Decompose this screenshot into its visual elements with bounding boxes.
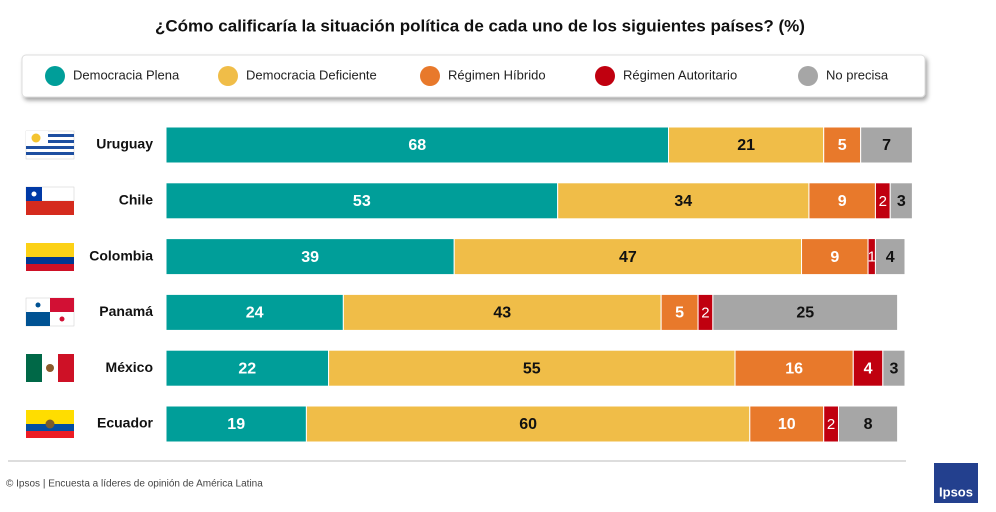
legend-swatch (595, 66, 615, 86)
logo-box (934, 463, 978, 503)
value-label: 21 (737, 137, 755, 154)
flag-ecuador (26, 410, 74, 438)
bar-segment (668, 126, 825, 164)
value-label: 19 (227, 416, 245, 433)
flag-colombia (26, 243, 74, 271)
value-label: 47 (619, 249, 637, 266)
legend-swatch (798, 66, 818, 86)
legend-box (21, 54, 926, 98)
bar-segment (823, 126, 862, 164)
value-label: 4 (864, 360, 873, 377)
legend-label: Democracia Deficiente (246, 67, 377, 82)
flag-mexico (26, 354, 74, 382)
value-label: 22 (238, 360, 256, 377)
bar-segment (165, 126, 670, 164)
bar-segment (874, 238, 906, 276)
bar-segment (852, 349, 884, 387)
category-label: Chile (119, 192, 153, 208)
chart-title: ¿Cómo calificaría la situación política … (155, 16, 805, 35)
value-label: 2 (701, 304, 709, 321)
legend-label: Democracia Plena (73, 67, 180, 82)
bar-segment (801, 238, 869, 276)
value-label: 25 (796, 305, 814, 322)
value-label: 10 (778, 416, 796, 433)
value-label: 3 (889, 360, 898, 377)
legend-swatch (45, 66, 65, 86)
legend-swatch (218, 66, 238, 86)
bar-segment (860, 126, 913, 164)
bar-segment (165, 349, 330, 387)
value-label: 7 (882, 137, 891, 154)
value-label: 4 (886, 249, 895, 266)
legend-label: No precisa (826, 67, 889, 82)
value-label: 16 (785, 360, 803, 377)
bar-segment (837, 405, 899, 443)
value-label: 39 (301, 249, 319, 266)
flag-chile (25, 186, 75, 215)
value-label: 5 (838, 137, 847, 154)
value-label: 68 (408, 137, 426, 154)
value-label: 24 (246, 305, 264, 322)
bar-segment (305, 405, 751, 443)
logo: Ipsos (939, 484, 973, 499)
bar-segment (453, 238, 803, 276)
bar-segment (328, 349, 736, 387)
category-label: México (106, 359, 153, 375)
value-label: 9 (838, 193, 847, 210)
category-label: Uruguay (96, 136, 153, 152)
bar-segment (165, 293, 344, 331)
value-label: 3 (897, 193, 906, 210)
legend-label: Régimen Autoritario (623, 67, 737, 82)
value-label: 5 (675, 305, 684, 322)
footer: © Ipsos | Encuesta a líderes de opinión … (6, 479, 263, 490)
value-label: 2 (827, 416, 835, 433)
bar-segment (889, 182, 913, 220)
flag-uruguay (25, 130, 75, 160)
bar-segment (165, 182, 559, 220)
category-label: Panamá (99, 303, 153, 319)
bar-segment (734, 349, 854, 387)
bar-segment (712, 293, 899, 331)
legend-label: Régimen Híbrido (448, 67, 546, 82)
value-label: 34 (674, 193, 692, 210)
flag-panama (25, 297, 75, 327)
value-label: 1 (868, 249, 876, 266)
bar-segment (660, 293, 699, 331)
value-label: 55 (523, 360, 541, 377)
bar-segment (882, 349, 906, 387)
bar-segment (165, 405, 307, 443)
value-label: 53 (353, 193, 371, 210)
value-label: 43 (493, 305, 511, 322)
value-label: 60 (519, 416, 537, 433)
value-label: 2 (879, 193, 887, 210)
bar-segment (342, 293, 662, 331)
category-label: Colombia (89, 247, 153, 263)
legend-swatch (420, 66, 440, 86)
category-label: Ecuador (97, 415, 154, 431)
bar-segment (165, 238, 455, 276)
value-label: 9 (830, 249, 839, 266)
bar-segment (749, 405, 825, 443)
value-label: 8 (864, 416, 873, 433)
legend: Democracia Plena Democracia Deficiente Rég… (45, 66, 889, 86)
